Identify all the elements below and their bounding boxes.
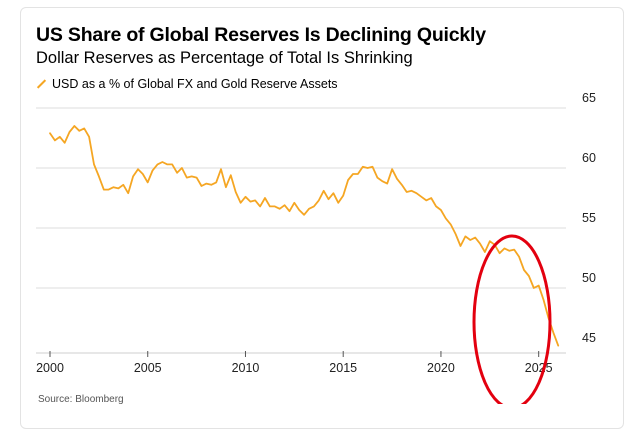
chart-legend: USD as a % of Global FX and Gold Reserve…: [36, 76, 338, 92]
x-tick-label-2015: 2015: [329, 361, 357, 375]
x-tick-label-2005: 2005: [134, 361, 162, 375]
red-circle-annotation: [472, 234, 552, 404]
y-axis-labels: 45 50 55 60 65: [582, 91, 596, 345]
x-tick-label-2010: 2010: [232, 361, 260, 375]
x-tick-label-2000: 2000: [36, 361, 64, 375]
annotation-layer: [472, 234, 552, 404]
source-note: Source: Bloomberg: [38, 394, 124, 405]
y-tick-label-65: 65: [582, 91, 596, 105]
legend-label: USD as a % of Global FX and Gold Reserve…: [52, 77, 338, 91]
series-line-usd-share: [49, 125, 560, 347]
y-tick-label-50: 50: [582, 271, 596, 285]
x-tick-label-2020: 2020: [427, 361, 455, 375]
chart-subtitle: Dollar Reserves as Percentage of Total I…: [36, 49, 413, 67]
chart-plot: 45 50 55 60 65 2000 2005 2010 2015 2020 2025: [36, 91, 596, 404]
chart-card: [20, 7, 624, 429]
x-axis-ticks: 2000 2005 2010 2015 2020 2025: [36, 351, 553, 375]
grid-lines: [36, 107, 566, 354]
y-tick-label-60: 60: [582, 151, 596, 165]
y-tick-label-55: 55: [582, 211, 596, 225]
y-tick-label-45: 45: [582, 331, 596, 345]
series-layer: [49, 125, 560, 347]
chart-title: US Share of Global Reserves Is Declining…: [36, 24, 486, 46]
x-tick-label-2025: 2025: [525, 361, 553, 375]
